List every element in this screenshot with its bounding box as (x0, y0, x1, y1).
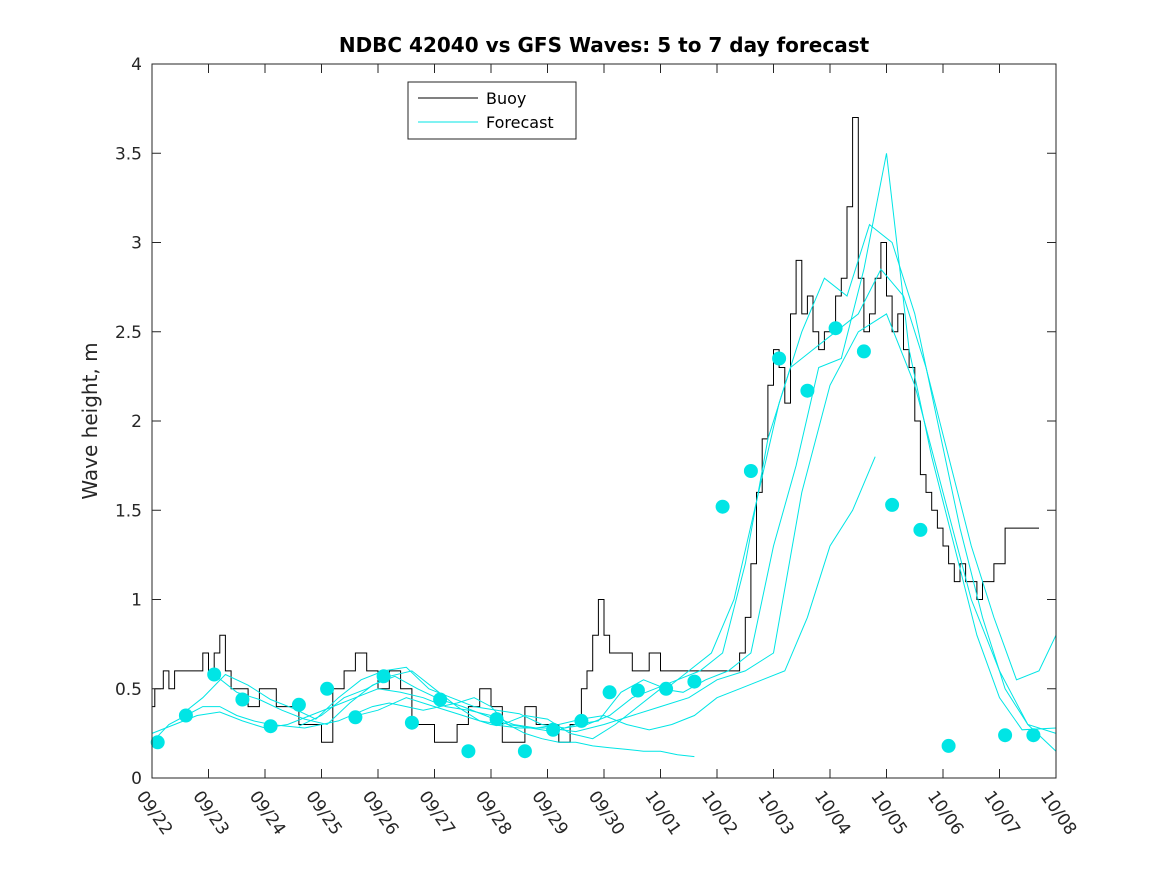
forecast-marker (235, 692, 250, 707)
forecast-marker (461, 744, 476, 759)
forecast-marker (291, 697, 306, 712)
y-axis-label: Wave height, m (78, 342, 102, 499)
forecast-marker (941, 738, 956, 753)
forecast-marker (687, 674, 702, 689)
forecast-marker (1026, 728, 1041, 743)
forecast-marker (602, 685, 617, 700)
forecast-marker (207, 667, 222, 682)
forecast-marker (433, 692, 448, 707)
forecast-series-line-3 (179, 268, 1057, 729)
buoy-series-line (152, 117, 1039, 743)
y-tick-label: 0 (131, 769, 142, 789)
forecast-marker (659, 681, 674, 696)
forecast-marker (885, 497, 900, 512)
forecast-marker (178, 708, 193, 723)
forecast-marker (574, 713, 589, 728)
forecast-marker (348, 710, 363, 725)
y-tick-label: 3 (131, 234, 142, 254)
forecast-marker (489, 712, 504, 727)
forecast-marker (630, 683, 645, 698)
forecast-series-line-1 (151, 697, 695, 758)
forecast-marker (320, 681, 335, 696)
forecast-series-line-4 (213, 223, 1057, 752)
forecast-marker (546, 722, 561, 737)
chart-title: NDBC 42040 vs GFS Waves: 5 to 7 day fore… (339, 33, 870, 57)
forecast-series-line-6 (349, 313, 1057, 734)
y-tick-label: 0.5 (115, 680, 142, 700)
plot-layer (150, 117, 1057, 759)
forecast-marker (856, 344, 871, 359)
y-tick-label: 1 (131, 591, 142, 611)
forecast-marker (828, 321, 843, 336)
y-tick-label: 2.5 (115, 323, 142, 343)
forecast-marker (263, 719, 278, 734)
legend-forecast-label: Forecast (486, 113, 554, 132)
legend-box (407, 81, 577, 140)
y-tick-label: 2 (131, 412, 142, 432)
forecast-marker (150, 735, 165, 750)
forecast-marker (913, 522, 928, 537)
forecast-marker (715, 499, 730, 514)
legend-buoy-label: Buoy (486, 89, 526, 108)
forecast-marker (517, 744, 532, 759)
forecast-marker (800, 383, 815, 398)
legend: Buoy Forecast (407, 81, 577, 140)
forecast-marker (404, 715, 419, 730)
forecast-marker (772, 351, 787, 366)
forecast-marker (743, 464, 758, 478)
y-tick-label: 3.5 (115, 144, 142, 164)
forecast-marker (376, 669, 391, 684)
y-tick-label: 1.5 (115, 501, 142, 521)
y-tick-label: 4 (131, 55, 142, 75)
forecast-marker (998, 728, 1013, 743)
